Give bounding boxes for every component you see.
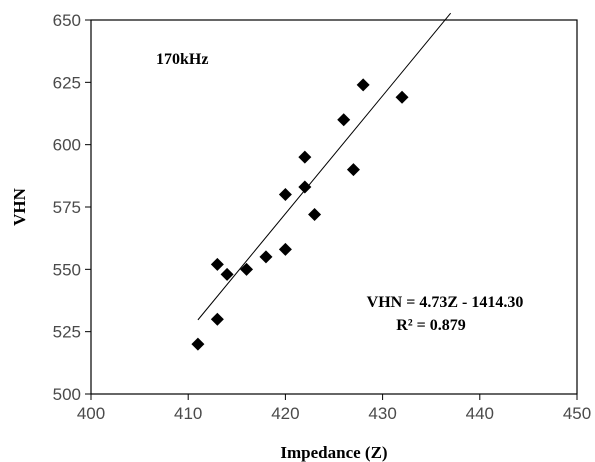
- trendline: [197, 12, 452, 321]
- data-point: [278, 188, 292, 202]
- y-axis-title: VHN: [10, 187, 29, 226]
- x-axis-title: Impedance (Z): [280, 443, 387, 462]
- x-tick-label: 450: [563, 404, 591, 423]
- x-tick-label: 400: [77, 404, 105, 423]
- data-point: [308, 207, 322, 221]
- y-tick-label: 525: [53, 323, 81, 342]
- data-points: [191, 78, 409, 351]
- data-point: [298, 180, 312, 194]
- data-point: [191, 337, 205, 351]
- r-squared-label: R² = 0.879: [396, 317, 465, 334]
- data-point: [395, 90, 409, 104]
- data-point: [240, 262, 254, 276]
- y-tick-label: 650: [53, 11, 81, 30]
- x-tick-label: 420: [271, 404, 299, 423]
- data-point: [337, 113, 351, 127]
- frequency-label: 170kHz: [156, 51, 208, 68]
- data-point: [356, 78, 370, 92]
- data-point: [220, 267, 234, 281]
- axis-ticks: [85, 19, 578, 400]
- y-tick-label: 575: [53, 198, 81, 217]
- x-tick-label: 440: [466, 404, 494, 423]
- data-point: [346, 163, 360, 177]
- y-tick-label: 625: [53, 73, 81, 92]
- trendline-group: [197, 12, 452, 321]
- data-point: [278, 242, 292, 256]
- x-tick-label: 410: [174, 404, 202, 423]
- data-point: [210, 257, 224, 271]
- y-tick-label: 500: [53, 385, 81, 404]
- y-tick-labels: 500 525 550 575 600 625 650: [53, 11, 81, 404]
- x-tick-label: 430: [368, 404, 396, 423]
- data-point: [298, 150, 312, 164]
- y-tick-label: 600: [53, 136, 81, 155]
- x-tick-labels: 400 410 420 430 440 450: [77, 404, 591, 423]
- y-tick-label: 550: [53, 260, 81, 279]
- equation-label: VHN = 4.73Z - 1414.30: [367, 294, 524, 311]
- data-point: [210, 312, 224, 326]
- plot-area: [90, 19, 578, 395]
- data-point: [259, 250, 273, 264]
